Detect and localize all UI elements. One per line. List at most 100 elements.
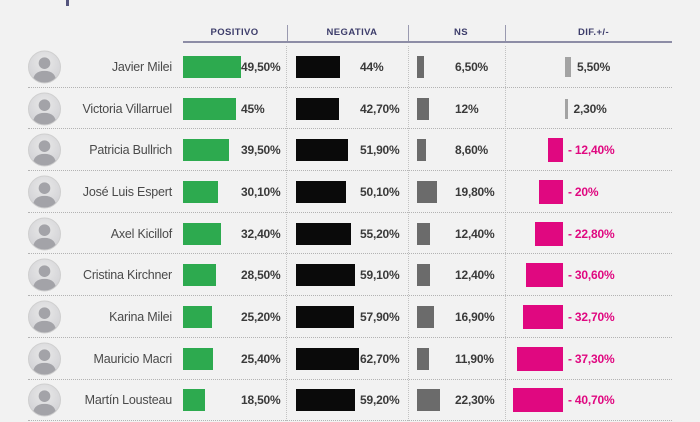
avatar-photo <box>28 133 61 167</box>
person-silhouette-icon <box>32 265 57 291</box>
politician-name: Karina Milei <box>109 310 172 325</box>
ns-value: 6,50% <box>455 59 489 74</box>
row-separator <box>28 378 672 380</box>
politician-name: Javier Milei <box>111 59 172 74</box>
table-row: Patricia Bullrich 39,50% 51,90% 8,60% - … <box>0 129 700 172</box>
negative-bar <box>296 389 356 412</box>
dif-value: 2,30% <box>573 101 607 116</box>
ns-value: 12% <box>455 101 479 116</box>
column-separator <box>408 46 409 421</box>
table-row: Karina Milei 25,20% 57,90% 16,90% - 32,7… <box>0 296 700 338</box>
politician-name: Martín Lousteau <box>84 393 173 408</box>
negative-value: 55,20% <box>360 226 400 241</box>
table-row: Mauricio Macri 25,40% 62,70% 11,90% - 37… <box>0 338 700 380</box>
row-separator <box>28 420 672 422</box>
person-silhouette-icon <box>32 307 57 333</box>
negative-bar <box>296 264 356 287</box>
ns-value: 12,40% <box>455 268 495 283</box>
politician-name: José Luis Espert <box>82 184 172 199</box>
row-separator <box>28 295 672 297</box>
politician-name: Axel Kicillof <box>110 226 173 241</box>
ns-bar <box>417 306 435 329</box>
ns-value: 19,80% <box>455 184 495 199</box>
politician-name: Mauricio Macri <box>93 351 173 366</box>
avatar-photo <box>28 175 61 209</box>
ns-bar <box>417 347 430 370</box>
negative-value: 62,70% <box>360 351 400 366</box>
row-separator <box>28 211 672 213</box>
positive-value: 18,50% <box>241 393 281 408</box>
negative-value: 42,70% <box>360 101 400 116</box>
positive-bar <box>183 139 230 162</box>
politician-name: Victoria Villarruel <box>82 101 172 116</box>
column-header-dif: DIF.+/- <box>577 27 610 38</box>
person-silhouette-icon <box>32 390 57 416</box>
negative-bar <box>296 306 354 329</box>
negative-value: 59,10% <box>360 268 400 283</box>
cropped-title-fragment <box>66 0 69 6</box>
positive-value: 28,50% <box>241 268 281 283</box>
positive-value: 45% <box>241 101 265 116</box>
avatar-photo <box>28 217 61 251</box>
header-separator <box>287 25 288 41</box>
row-separator <box>28 336 672 338</box>
dif-bar <box>525 263 563 288</box>
dif-value: 5,50% <box>577 59 611 74</box>
row-separator <box>28 253 672 255</box>
dif-value: - 37,30% <box>568 351 615 366</box>
negative-value: 44% <box>360 59 384 74</box>
positive-bar <box>183 97 236 120</box>
ns-bar <box>417 55 424 78</box>
positive-bar <box>183 55 241 78</box>
positive-bar <box>183 347 213 370</box>
dif-value: - 20% <box>568 184 599 199</box>
positive-bar <box>183 222 221 245</box>
dif-bar <box>547 138 563 163</box>
dif-value: - 40,70% <box>568 393 615 408</box>
column-header-ns: NS <box>454 27 468 38</box>
negative-bar <box>296 97 339 120</box>
table-row: Martín Lousteau 18,50% 59,20% 22,30% - 4… <box>0 380 700 422</box>
dif-bar <box>565 98 568 119</box>
dif-bar <box>565 56 572 77</box>
person-silhouette-icon <box>32 98 57 125</box>
politician-name: Cristina Kirchner <box>83 268 172 283</box>
avatar-photo <box>28 258 61 292</box>
negative-bar <box>296 347 359 370</box>
header-underline <box>183 41 672 43</box>
positive-value: 25,40% <box>241 351 281 366</box>
avatar-photo <box>28 342 61 376</box>
ns-value: 16,90% <box>455 310 495 325</box>
ns-bar <box>417 139 426 162</box>
column-separator <box>286 46 287 421</box>
dif-bar <box>538 179 563 204</box>
table-row: Cristina Kirchner 28,50% 59,10% 12,40% -… <box>0 255 700 297</box>
negative-bar <box>296 180 347 203</box>
dif-value: - 12,40% <box>568 143 615 158</box>
negative-bar <box>296 222 352 245</box>
person-silhouette-icon <box>32 140 57 166</box>
row-separator <box>28 86 672 88</box>
dif-bar <box>513 388 563 413</box>
negative-bar <box>296 139 348 162</box>
negative-value: 59,20% <box>360 393 400 408</box>
table-row: José Luis Espert 30,10% 50,10% 19,80% - … <box>0 171 700 213</box>
column-separator <box>505 46 506 421</box>
dif-value: - 22,80% <box>568 226 615 241</box>
avatar-photo <box>28 300 61 334</box>
ns-bar <box>417 97 430 120</box>
column-header-negativa: NEGATIVA <box>326 27 378 38</box>
person-silhouette-icon <box>32 349 57 375</box>
dif-bar <box>523 305 563 330</box>
person-silhouette-icon <box>32 57 57 83</box>
negative-bar <box>296 55 340 78</box>
person-silhouette-icon <box>32 223 57 250</box>
table-row: Axel Kicillof 32,40% 55,20% 12,40% - 22,… <box>0 213 700 255</box>
ns-value: 8,60% <box>455 143 489 158</box>
person-silhouette-icon <box>32 182 57 208</box>
ns-bar <box>417 180 438 203</box>
ns-value: 22,30% <box>455 393 495 408</box>
positive-bar <box>183 264 217 287</box>
negative-value: 51,90% <box>360 143 400 158</box>
